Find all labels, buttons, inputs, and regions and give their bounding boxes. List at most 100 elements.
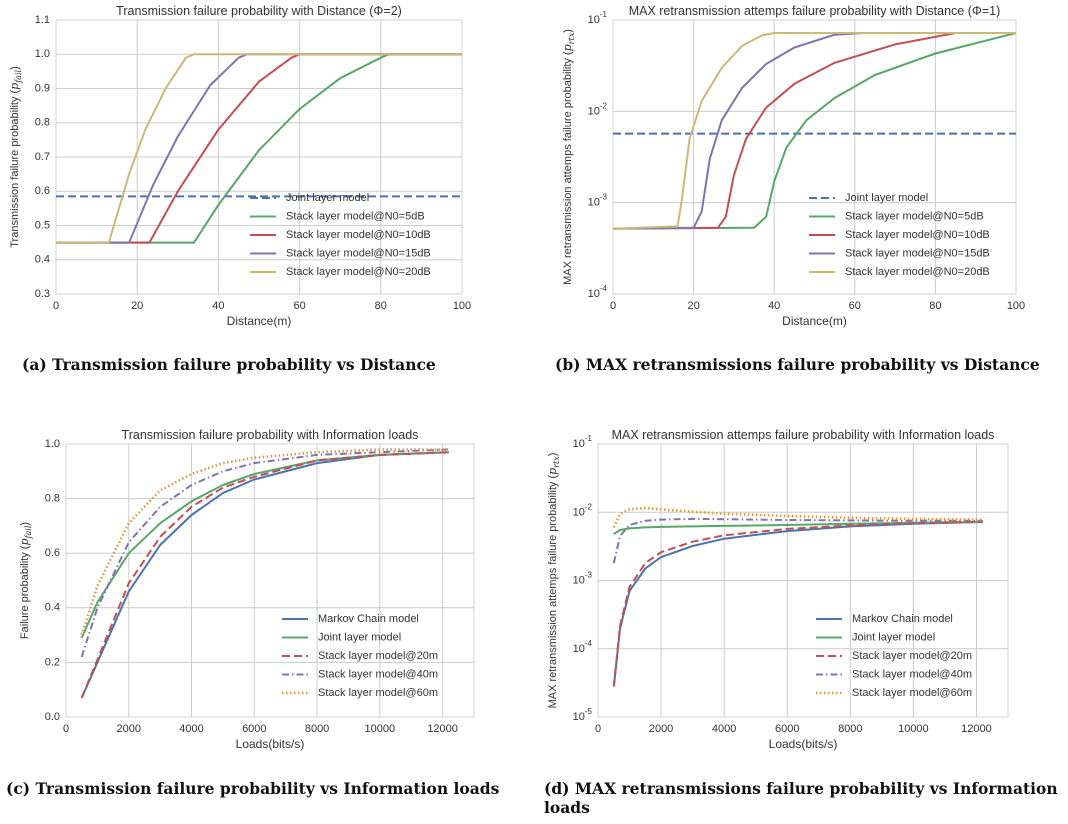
caption-b: (b) MAX retransmissions failure probabil… [555, 355, 1040, 374]
x-tick-label: 80 [375, 300, 387, 312]
x-tick-label: 6000 [775, 723, 799, 735]
legend-entry: Joint layer model [318, 631, 401, 643]
y-tick-label: 0.8 [35, 117, 50, 129]
legend-entry: Stack layer model@N0=15dB [845, 247, 990, 259]
x-tick-label: 60 [293, 300, 305, 312]
x-tick-label: 4000 [179, 723, 203, 735]
y-tick-label: 10-3 [573, 571, 593, 587]
legend-entry: Stack layer model@20m [852, 650, 972, 662]
y-axis-label: Failure probability (pfail) [18, 522, 33, 639]
y-axis-label: MAX retransmission attemps failure proba… [561, 29, 576, 285]
y-tick-label: 0.0 [45, 711, 60, 723]
x-axis-label: Distance(m) [782, 314, 847, 328]
x-tick-label: 100 [453, 300, 471, 312]
legend-entry: Stack layer model@N0=20dB [286, 266, 431, 278]
x-tick-label: 100 [1007, 300, 1025, 312]
plot-area [612, 19, 1017, 295]
series-line-2 [56, 53, 462, 244]
legend-entry: Stack layer model@60m [318, 687, 438, 699]
x-tick-label: 10000 [365, 723, 396, 735]
legend-entry: Markov Chain model [318, 613, 419, 625]
chart-d: 0 2000 4000 6000 8000 10000 12000 10-5 10-4 10-3 1… [546, 428, 1009, 751]
series-line-4 [612, 517, 983, 564]
series-line-5 [612, 506, 983, 528]
axes-frame [612, 19, 1017, 295]
series-line-5 [613, 32, 1016, 230]
y-tick-label: 1.1 [35, 14, 50, 26]
axes-frame [65, 443, 475, 718]
legend-entry: Stack layer model@N0=15dB [286, 247, 431, 259]
chart-title: MAX retransmission attemps failure proba… [629, 4, 1001, 18]
x-tick-label: 20 [687, 300, 699, 312]
legend-entry: Stack layer model@60m [852, 687, 972, 699]
legend: Markov Chain model Joint layer model Stack… [816, 613, 972, 699]
legend: Joint layer model Stack layer model@N0=5d… [250, 192, 431, 278]
legend-entry: Stack layer model@N0=5dB [286, 210, 425, 222]
y-tick-label: 0.5 [35, 219, 50, 231]
legend-entry: Joint layer model [286, 192, 369, 204]
x-tick-label: 80 [929, 300, 941, 312]
y-tick-label: 0.6 [35, 185, 50, 197]
chart-a: 0 20 40 60 80 100 0.3 0.4 0.5 0.6 0.7 0.8 0.9 1.0 1.1 T… [8, 4, 471, 328]
legend-entry: Joint layer model [852, 631, 935, 643]
series-line-3 [612, 520, 983, 687]
x-tick-label: 40 [212, 300, 224, 312]
y-tick-label: 10-1 [573, 434, 593, 450]
legend-entry: Stack layer model@N0=5dB [845, 210, 984, 222]
y-tick-label: 0.6 [45, 547, 60, 559]
y-axis-label: Transmission failure probability (pfail) [8, 66, 23, 248]
chart-c: 0 2000 4000 6000 8000 10000 12000 0.0 0.2 0.4 0.6 0… [18, 428, 475, 751]
chart-b: 0 20 40 60 80 100 10-4 10-3 10-2 10-1 MAX retransm… [561, 4, 1025, 328]
y-tick-label: 0.2 [45, 656, 60, 668]
y-tick-label: 0.8 [45, 493, 60, 505]
legend-entry: Joint layer model [845, 192, 928, 204]
caption-a: (a) Transmission failure probability vs … [22, 355, 436, 374]
chart-title: Transmission failure probability with In… [122, 428, 419, 442]
y-tick-label: 1.0 [35, 48, 50, 60]
legend-entry: Markov Chain model [852, 613, 953, 625]
series-line-1 [80, 451, 449, 699]
x-tick-label: 8000 [838, 723, 862, 735]
plot-area [55, 19, 463, 295]
legend-entry: Stack layer model@N0=20dB [845, 266, 990, 278]
y-tick-label: 10-5 [573, 707, 593, 723]
x-tick-label: 0 [53, 300, 59, 312]
x-tick-label: 0 [595, 723, 601, 735]
plot-area [65, 443, 475, 718]
y-tick-label: 10-4 [588, 284, 608, 300]
legend-entry: Stack layer model@N0=10dB [845, 229, 990, 241]
legend: Joint layer model Stack layer model@N0=5d… [809, 192, 990, 278]
y-tick-label: 0.4 [45, 602, 60, 614]
legend: Markov Chain model Joint layer model Stack… [282, 613, 438, 699]
legend-entry: Stack layer model@40m [318, 668, 438, 680]
legend-entry: Stack layer model@N0=10dB [286, 229, 431, 241]
legend-entry: Stack layer model@20m [318, 650, 438, 662]
x-tick-label: 10000 [898, 723, 929, 735]
y-tick-label: 0.9 [35, 82, 50, 94]
y-tick-label: 10-2 [573, 502, 593, 518]
x-tick-label: 12000 [427, 723, 458, 735]
x-axis-label: Loads(bits/s) [236, 737, 305, 751]
caption-c: (c) Transmission failure probability vs … [6, 779, 500, 798]
series-line-2 [613, 32, 1016, 230]
series-line-3 [613, 32, 1016, 230]
x-axis-label: Loads(bits/s) [769, 737, 838, 751]
series-line-5 [56, 53, 462, 244]
x-axis-label: Distance(m) [227, 314, 292, 328]
chart-title: MAX retransmission attemps failure proba… [612, 428, 995, 442]
y-axis-label: MAX retransmission attemps failure proba… [546, 453, 561, 709]
x-tick-label: 0 [610, 300, 616, 312]
x-tick-label: 60 [849, 300, 861, 312]
series-line-4 [80, 448, 449, 658]
y-tick-label: 1.0 [45, 438, 60, 450]
series-line-4 [613, 32, 1016, 230]
y-tick-label: 10-3 [588, 193, 608, 209]
caption-d: (d) MAX retransmissions failure probabil… [544, 779, 1058, 817]
y-tick-label: 10-1 [588, 10, 608, 26]
x-tick-label: 2000 [649, 723, 673, 735]
plot-area [597, 443, 1009, 718]
y-tick-label: 0.7 [35, 151, 50, 163]
x-tick-label: 2000 [117, 723, 141, 735]
y-tick-label: 10-2 [588, 101, 608, 117]
y-tick-label: 10-4 [573, 639, 593, 655]
